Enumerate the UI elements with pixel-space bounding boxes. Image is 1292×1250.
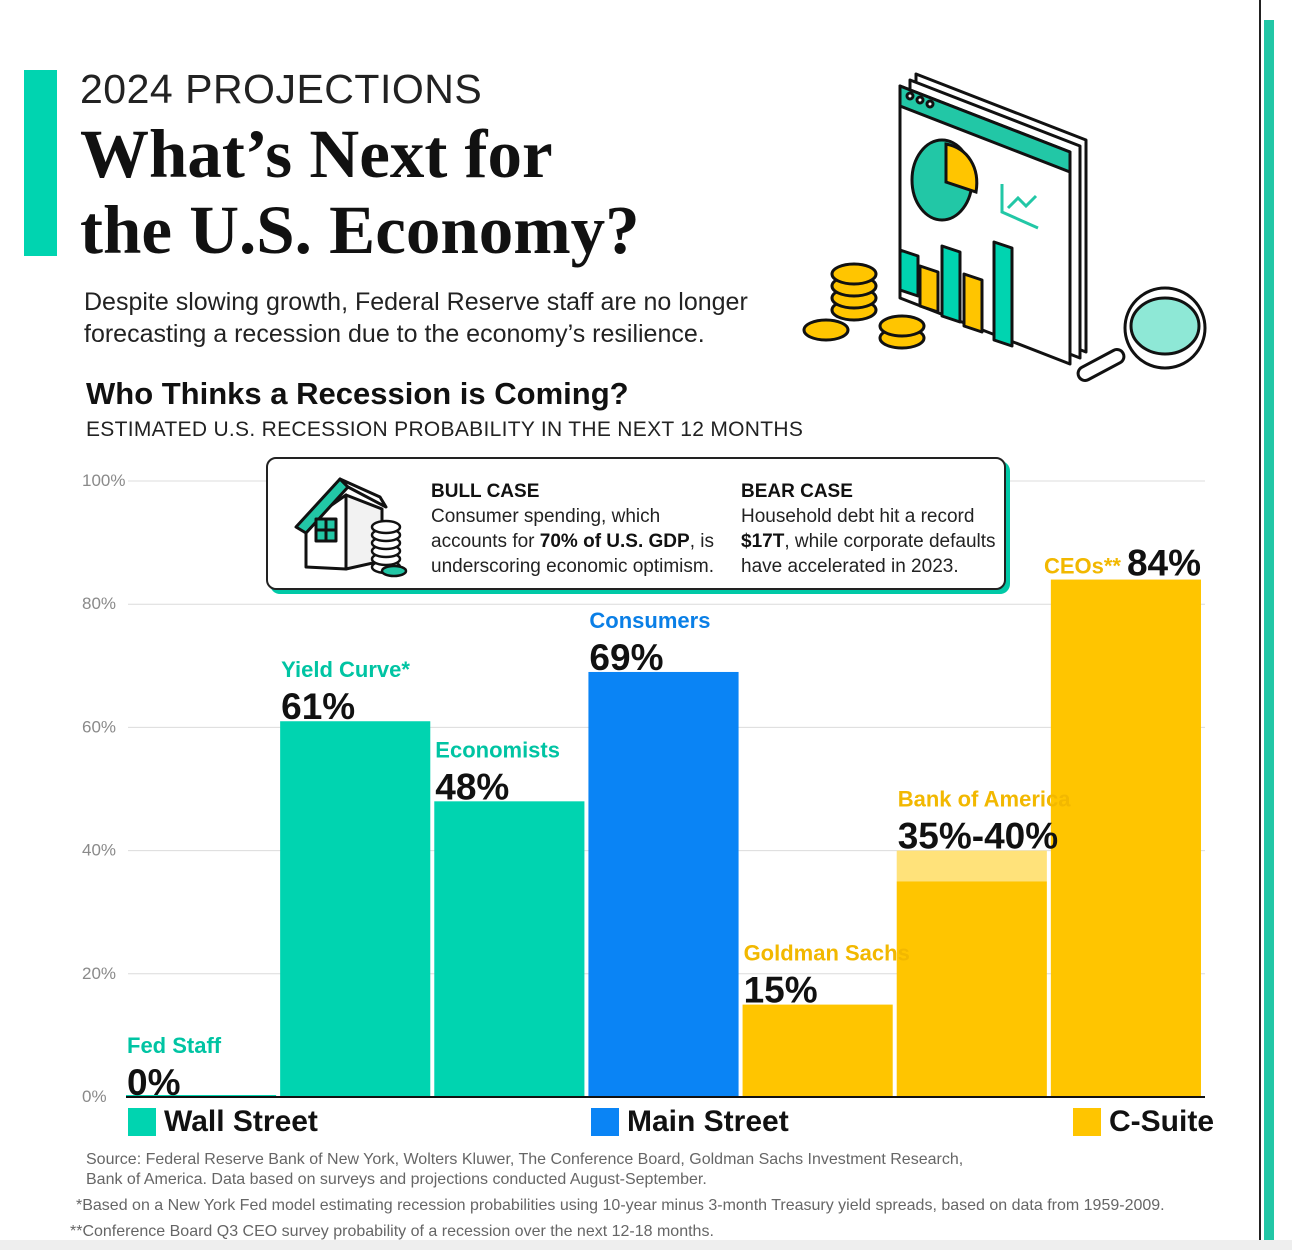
bar-category-label: Economists xyxy=(435,737,560,762)
bar-6 xyxy=(1050,579,1201,1097)
bull-case-title: BULL CASE xyxy=(431,481,540,502)
legend-main-street: Main Street xyxy=(591,1105,789,1139)
bull-bear-callout: BULL CASE Consumer spending, which accou… xyxy=(266,457,1006,590)
legend-swatch-main-street xyxy=(591,1108,619,1136)
bar-category-label: Yield Curve* xyxy=(281,657,410,682)
bull-case-text: Consumer spending, which accounts for xyxy=(431,506,661,552)
page-title: What’s Next for the U.S. Economy? xyxy=(80,116,640,268)
legend-label-c-suite: C-Suite xyxy=(1109,1105,1214,1138)
bars xyxy=(126,579,1201,1097)
title-line-1: What’s Next for xyxy=(80,116,553,192)
bull-case: BULL CASE Consumer spending, which accou… xyxy=(431,479,721,579)
footnote-ceos: **Conference Board Q3 CEO survey probabi… xyxy=(70,1223,714,1240)
chart-subtitle: ESTIMATED U.S. RECESSION PROBABILITY IN … xyxy=(86,418,804,441)
legend-swatch-c-suite xyxy=(1073,1108,1101,1136)
bar-value-label: 48% xyxy=(435,766,509,807)
bar-category-label: Consumers xyxy=(589,608,710,633)
bar-1 xyxy=(280,721,431,1097)
y-tick-label: 20% xyxy=(82,964,116,983)
bar-value-label: 61% xyxy=(281,686,355,727)
bar-value-label: 84% xyxy=(1127,543,1201,584)
y-tick-label: 40% xyxy=(82,841,116,860)
source-note: Source: Federal Reserve Bank of New York… xyxy=(86,1151,964,1188)
bar-labels: Fed Staff 0% Yield Curve* 61% Economists 48% C… xyxy=(127,543,1201,1103)
bear-case-highlight: $17T xyxy=(741,531,785,552)
magnifier-icon xyxy=(1076,286,1207,382)
y-tick-label: 100% xyxy=(82,471,125,490)
bottom-edge xyxy=(0,1240,1292,1250)
subtitle: Despite slowing growth, Federal Reserve … xyxy=(84,288,748,348)
trend-line-icon xyxy=(1000,184,1039,230)
y-tick-label: 80% xyxy=(82,594,116,613)
y-tick-label: 60% xyxy=(82,717,116,736)
bar-range-5 xyxy=(896,850,1047,882)
chart-question-title: Who Thinks a Recession is Coming? xyxy=(86,376,629,411)
coin-stack-icon xyxy=(802,262,926,350)
bar-category-label: Fed Staff xyxy=(127,1033,222,1058)
title-line-2: the U.S. Economy? xyxy=(80,192,640,268)
bar-3 xyxy=(588,671,739,1097)
bar-4 xyxy=(742,1004,893,1097)
bar-category-label: Bank of America xyxy=(898,787,1072,812)
bull-case-highlight: 70% of U.S. GDP xyxy=(539,531,690,552)
accent-bar xyxy=(24,70,57,256)
bar-category-label: CEOs** xyxy=(1044,554,1121,579)
legend-wall-street: Wall Street xyxy=(128,1105,318,1139)
bar-chart-icon xyxy=(898,240,1014,348)
bar-2 xyxy=(434,801,585,1097)
bar-value-label: 69% xyxy=(589,637,663,678)
teal-edge-strip xyxy=(1264,20,1274,1250)
legend-c-suite: C-Suite xyxy=(1073,1105,1214,1139)
kicker: 2024 PROJECTIONS xyxy=(80,66,483,112)
coin-stack-small-icon xyxy=(370,519,408,578)
y-tick-label: 0% xyxy=(82,1087,107,1106)
frame-border xyxy=(1259,0,1261,1250)
legend-label-wall-street: Wall Street xyxy=(164,1105,318,1138)
bear-case-title: BEAR CASE xyxy=(741,481,853,502)
bear-case-text-end: , while corporate defaults have accelera… xyxy=(741,531,996,577)
legend-swatch-wall-street xyxy=(128,1108,156,1136)
house-icon xyxy=(294,477,408,578)
bull-case-text-end: , is underscoring economic optimism. xyxy=(431,531,715,577)
legend-label-main-street: Main Street xyxy=(627,1105,789,1138)
pie-chart-icon xyxy=(910,138,979,222)
bear-case: BEAR CASE Household debt hit a record $1… xyxy=(741,479,1006,579)
bar-5 xyxy=(896,881,1047,1097)
dashboard-illustration xyxy=(802,72,1207,382)
y-axis-ticks: 0% 20% 40% 60% 80% 100% xyxy=(82,471,125,1106)
bar-value-label: 35%-40% xyxy=(898,816,1058,857)
bar-value-label: 0% xyxy=(127,1062,180,1103)
bear-case-text: Household debt hit a record xyxy=(741,506,975,527)
bar-category-label: Goldman Sachs xyxy=(744,941,910,966)
footnote-yield-curve: *Based on a New York Fed model estimatin… xyxy=(76,1197,1165,1214)
bar-value-label: 15% xyxy=(744,970,818,1011)
